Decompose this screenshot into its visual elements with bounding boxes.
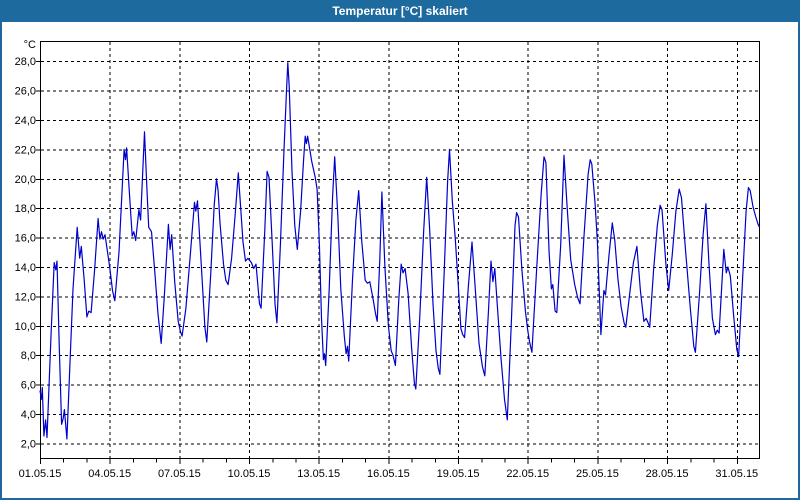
y-axis-label: 20,0 [15, 174, 36, 186]
window-title: Temperatur [°C] skaliert [332, 4, 468, 18]
y-axis-label: 24,0 [15, 115, 36, 127]
y-axis-label: 18,0 [15, 203, 36, 215]
x-axis-label: 31.05.15 [715, 468, 758, 480]
x-axis-label: 16.05.15 [367, 468, 410, 480]
y-axis-label: 22,0 [15, 144, 36, 156]
x-axis-label: 04.05.15 [88, 468, 131, 480]
x-axis-label: 01.05.15 [19, 468, 62, 480]
y-axis-label: 4,0 [21, 409, 36, 421]
y-axis-label: 8,0 [21, 350, 36, 362]
x-axis-label: 13.05.15 [297, 468, 340, 480]
plot-border [40, 41, 760, 459]
y-axis-label: 6,0 [21, 380, 36, 392]
x-axis-label: 28.05.15 [646, 468, 689, 480]
temperature-series-line [39, 62, 761, 440]
y-axis-label: 14,0 [15, 262, 36, 274]
y-axis-label: 26,0 [15, 86, 36, 98]
x-axis-label: 10.05.15 [228, 468, 271, 480]
window-titlebar: Temperatur [°C] skaliert [0, 0, 800, 22]
y-axis-unit-label: °C [24, 39, 36, 51]
y-axis-label: 12,0 [15, 291, 36, 303]
x-axis-label: 22.05.15 [506, 468, 549, 480]
y-axis-label: 28,0 [15, 56, 36, 68]
x-axis-label: 07.05.15 [158, 468, 201, 480]
x-axis-label: 19.05.15 [437, 468, 480, 480]
y-axis-label: 16,0 [15, 233, 36, 245]
y-axis-label: 2,0 [21, 438, 36, 450]
y-axis-label: 10,0 [15, 321, 36, 333]
x-axis-label: 25.05.15 [576, 468, 619, 480]
